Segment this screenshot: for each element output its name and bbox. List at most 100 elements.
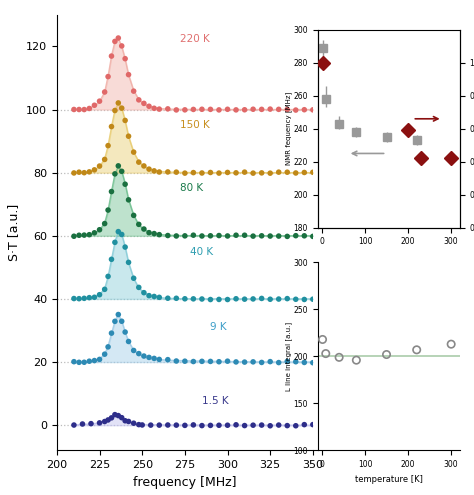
Point: [301, 232, 308, 240]
Point: [118, 167, 126, 175]
Point: [275, 421, 283, 429]
Point: [249, 421, 257, 429]
Point: [81, 358, 88, 366]
Point: [85, 168, 93, 176]
Point: [190, 421, 197, 429]
Point: [145, 229, 153, 237]
Point: [266, 105, 274, 113]
Point: [96, 226, 103, 234]
Point: [275, 105, 283, 113]
Point: [190, 169, 197, 177]
Point: [147, 421, 155, 429]
X-axis label: temperature [K]: temperature [K]: [355, 475, 423, 484]
Point: [91, 101, 98, 109]
Point: [111, 170, 118, 178]
Point: [353, 356, 360, 364]
Point: [91, 294, 98, 301]
Point: [104, 416, 112, 424]
Point: [215, 421, 223, 429]
Point: [207, 232, 214, 240]
Point: [125, 71, 132, 79]
Point: [101, 88, 109, 96]
Point: [224, 421, 231, 429]
Point: [155, 421, 163, 429]
Point: [140, 99, 148, 107]
Point: [224, 296, 231, 303]
Point: [150, 104, 158, 112]
Point: [70, 358, 78, 366]
Point: [164, 294, 172, 302]
Point: [125, 258, 132, 266]
Point: [266, 422, 274, 430]
Point: [301, 421, 308, 429]
Point: [241, 106, 248, 114]
Point: [135, 284, 143, 292]
Point: [115, 228, 122, 236]
Text: 9 K: 9 K: [210, 322, 227, 332]
Point: [75, 105, 83, 113]
Point: [266, 232, 274, 240]
Point: [70, 105, 78, 113]
Point: [322, 349, 329, 357]
Point: [215, 106, 223, 114]
Point: [108, 329, 115, 337]
Point: [173, 232, 180, 240]
Point: [283, 168, 291, 176]
Point: [135, 158, 143, 166]
Point: [111, 38, 118, 46]
Point: [241, 358, 248, 366]
Point: [115, 412, 122, 420]
Point: [115, 34, 122, 42]
Point: [118, 104, 126, 112]
Point: [130, 148, 137, 156]
Point: [145, 165, 153, 173]
Point: [155, 294, 163, 301]
Point: [266, 296, 274, 303]
Point: [108, 255, 115, 263]
Point: [130, 211, 137, 219]
Point: [224, 232, 231, 240]
Point: [301, 296, 308, 303]
Text: 220 K: 220 K: [180, 34, 210, 44]
Point: [173, 357, 180, 365]
Point: [87, 420, 95, 428]
Point: [292, 358, 300, 366]
Point: [215, 358, 223, 366]
Point: [283, 357, 291, 365]
Point: [241, 295, 248, 303]
Point: [81, 105, 88, 113]
Point: [241, 422, 248, 430]
Point: [249, 295, 257, 303]
Point: [111, 239, 118, 247]
Point: [135, 220, 143, 228]
Point: [292, 169, 300, 177]
Point: [309, 168, 317, 176]
Point: [96, 162, 103, 170]
Point: [232, 358, 240, 366]
Point: [75, 231, 83, 239]
Point: [150, 167, 158, 175]
Point: [292, 296, 300, 303]
Point: [108, 414, 115, 422]
Point: [173, 295, 180, 302]
Point: [75, 168, 83, 176]
Point: [70, 232, 78, 240]
Text: 40 K: 40 K: [190, 247, 213, 257]
Point: [155, 105, 163, 113]
Point: [258, 295, 265, 302]
Point: [224, 357, 231, 365]
Point: [96, 355, 103, 363]
Point: [241, 168, 248, 176]
Point: [85, 231, 93, 239]
Point: [155, 355, 163, 363]
Point: [224, 168, 231, 176]
Point: [150, 230, 158, 238]
Point: [125, 338, 132, 346]
Point: [140, 162, 148, 170]
Point: [173, 168, 180, 176]
Point: [125, 196, 132, 204]
Point: [283, 295, 291, 302]
Point: [121, 116, 129, 124]
Point: [232, 295, 240, 303]
Point: [249, 358, 257, 366]
